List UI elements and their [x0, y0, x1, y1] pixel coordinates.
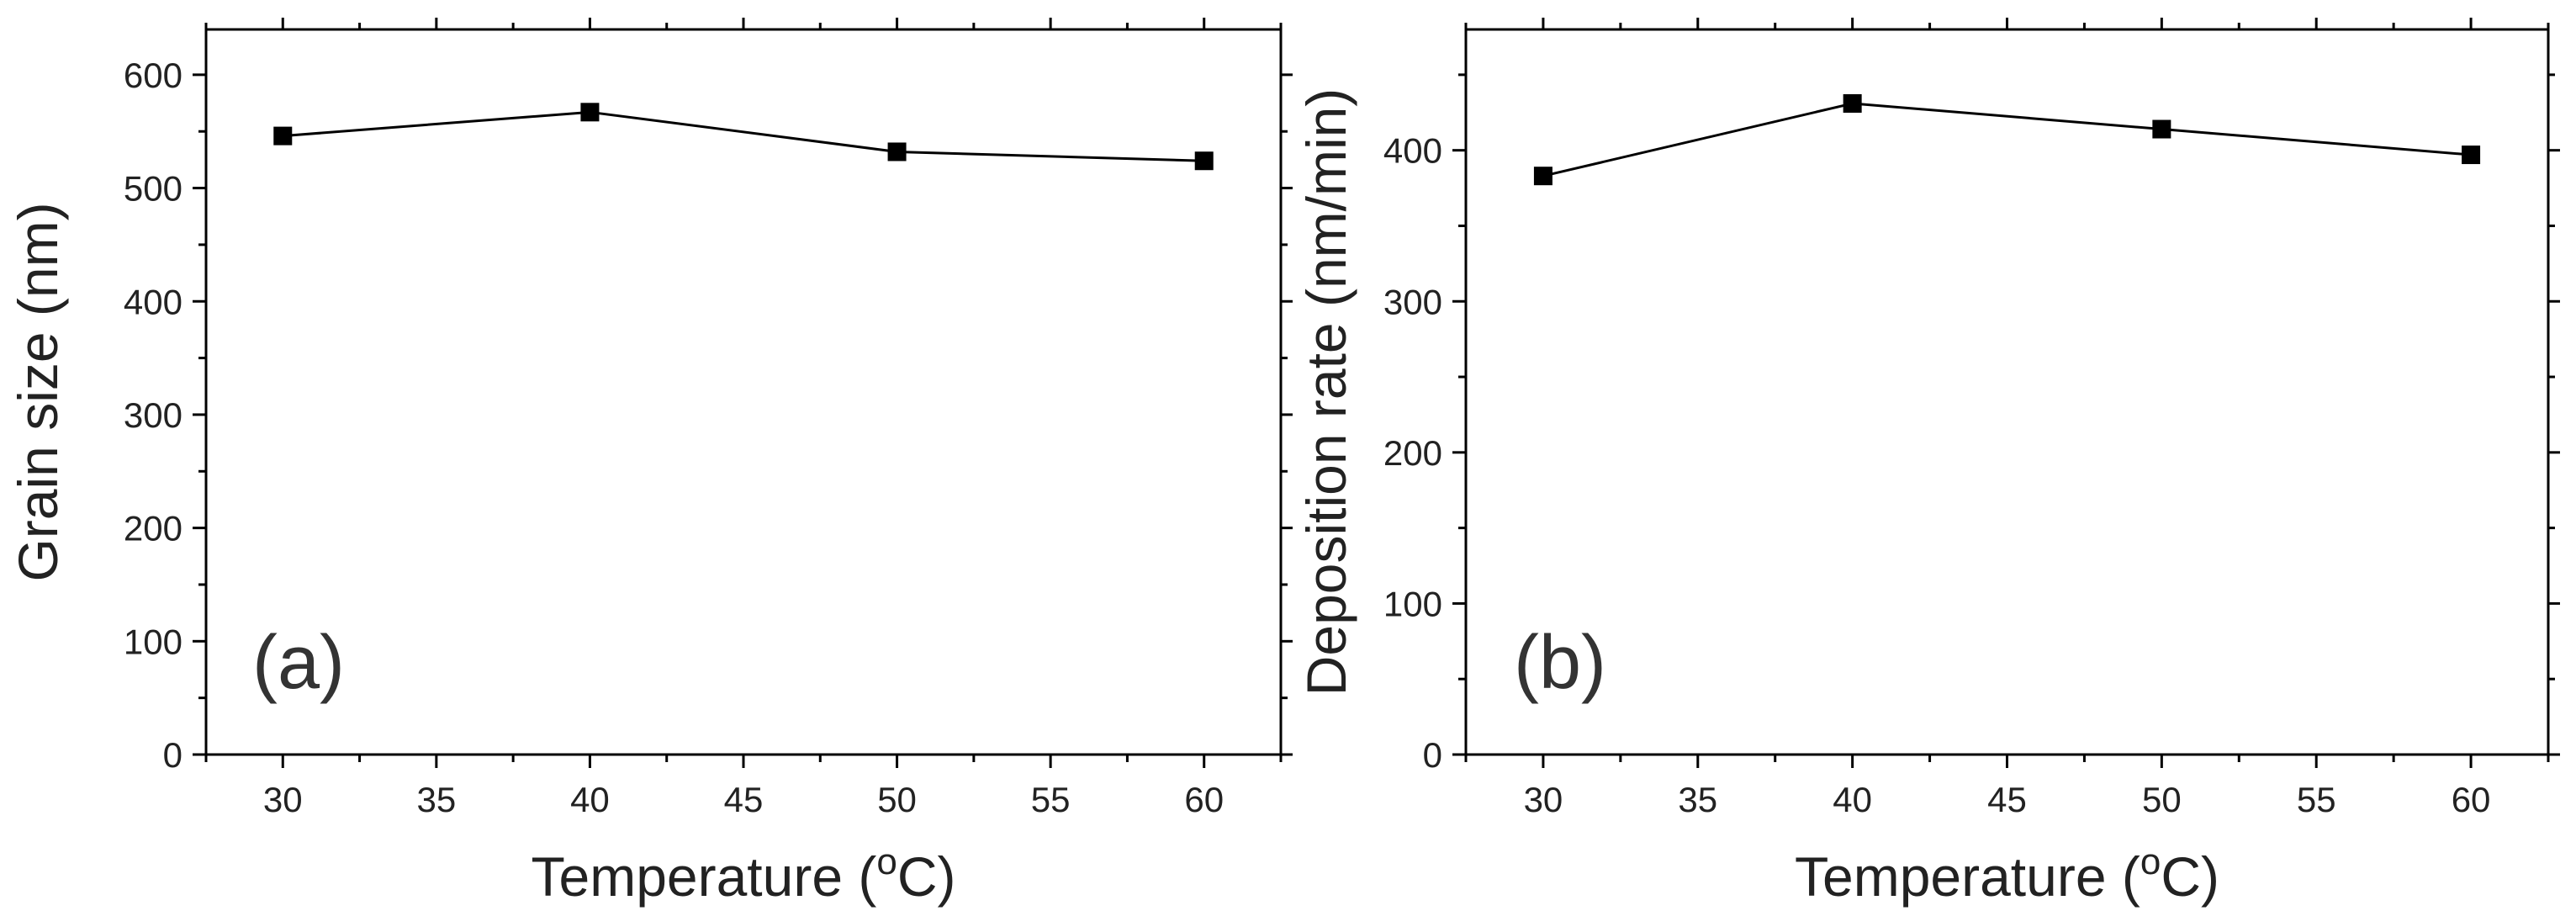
- y-tick-label: 600: [124, 56, 182, 95]
- y-tick-label: 100: [124, 622, 182, 661]
- plot-frame: [1464, 28, 2550, 756]
- data-point: [1533, 167, 1552, 186]
- x-tick-label: 35: [416, 780, 456, 819]
- y-tick-label: 300: [1383, 282, 1442, 321]
- data-point: [1843, 93, 1862, 113]
- y-tick-label: 0: [1423, 735, 1442, 775]
- y-tick-label: 300: [124, 395, 182, 435]
- series-line: [1542, 102, 2472, 177]
- x-tick-label: 50: [2142, 780, 2182, 819]
- data-point: [2462, 146, 2481, 165]
- x-axis-title: Temperature (oC): [532, 841, 956, 908]
- x-tick-label: 35: [1678, 780, 1717, 819]
- x-tick-label: 30: [1524, 780, 1563, 819]
- x-tick-label: 45: [1987, 780, 2027, 819]
- x-tick-label: 40: [1833, 780, 1872, 819]
- series-line: [283, 110, 1204, 162]
- y-tick-label: 500: [124, 169, 182, 209]
- chart-panel-a: 30 35 40 45 50 55 600100200300400500600Tempera…: [7, 18, 1293, 908]
- y-tick-label: 400: [124, 282, 182, 321]
- x-tick-label: 50: [877, 780, 917, 819]
- x-tick-label: 45: [724, 780, 764, 819]
- x-tick-label: 60: [2452, 780, 2491, 819]
- panel-label: (b): [1514, 621, 1606, 705]
- chart-panel-b: 30 35 40 45 50 55 60 0 100 200 300 400 Temperature (…: [1295, 18, 2560, 908]
- data-point: [580, 103, 600, 122]
- x-tick-label: 40: [570, 780, 610, 819]
- y-tick-label: 0: [163, 735, 182, 775]
- x-tick-label: 30: [263, 780, 303, 819]
- y-tick-label: 200: [124, 509, 182, 548]
- data-point: [273, 126, 293, 146]
- y-axis-title: Grain size (nm): [7, 202, 69, 581]
- x-axis-title: Temperature (oC): [1795, 841, 2219, 908]
- y-tick-label: 200: [1383, 433, 1442, 473]
- y-axis-title: Deposition rate (nm/min): [1295, 88, 1357, 696]
- y-tick-label: 400: [1383, 131, 1442, 171]
- plot-frame: [204, 28, 1283, 756]
- data-point: [887, 142, 907, 162]
- panel-label: (a): [252, 621, 345, 705]
- data-point: [1194, 151, 1214, 171]
- x-tick-label: 60: [1184, 780, 1224, 819]
- x-tick-label: 55: [1031, 780, 1071, 819]
- data-point: [2152, 119, 2171, 139]
- x-tick-label: 55: [2297, 780, 2336, 819]
- y-tick-label: 100: [1383, 584, 1442, 623]
